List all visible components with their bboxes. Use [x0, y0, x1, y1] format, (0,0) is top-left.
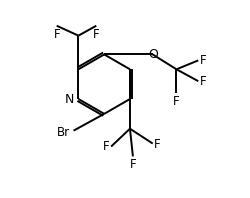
Text: F: F	[93, 28, 100, 41]
Text: F: F	[200, 54, 207, 67]
Text: O: O	[148, 48, 158, 61]
Text: F: F	[54, 28, 60, 41]
Text: F: F	[102, 140, 109, 153]
Text: F: F	[173, 95, 180, 108]
Text: N: N	[65, 92, 74, 106]
Text: Br: Br	[57, 126, 70, 139]
Text: F: F	[200, 75, 207, 88]
Text: F: F	[154, 138, 160, 151]
Text: F: F	[130, 158, 136, 171]
